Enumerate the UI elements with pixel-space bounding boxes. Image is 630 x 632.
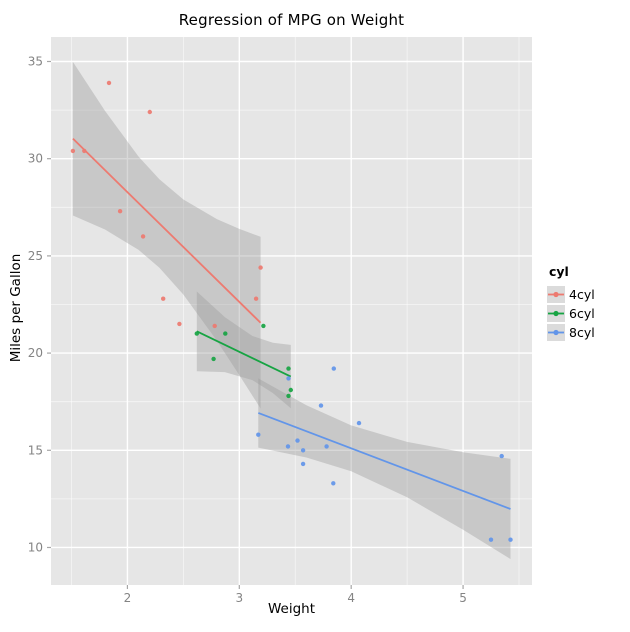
data-point-8cyl <box>295 438 300 443</box>
data-point-6cyl <box>286 366 291 371</box>
legend-entry-label: 4cyl <box>569 287 595 302</box>
confidence-band-4cyl <box>72 61 261 409</box>
data-point-6cyl <box>223 331 228 336</box>
legend-entry-label: 6cyl <box>569 306 595 321</box>
data-point-8cyl <box>300 461 306 467</box>
confidence-band-6cyl <box>196 291 291 409</box>
data-point-8cyl <box>324 444 329 449</box>
data-point-8cyl <box>356 420 362 426</box>
data-point-8cyl <box>508 537 513 542</box>
data-point-6cyl <box>194 331 199 336</box>
legend-key-icon-6cyl <box>547 305 565 322</box>
data-point-4cyl <box>258 265 263 270</box>
y-tick-label: 15 <box>28 443 43 457</box>
data-point-8cyl <box>331 481 336 486</box>
data-point-8cyl <box>285 444 291 449</box>
data-point-8cyl <box>488 537 494 542</box>
data-point-4cyl <box>253 296 259 301</box>
legend-entry-4cyl: 4cyl <box>547 286 627 303</box>
legend-key-icon-8cyl <box>547 324 565 341</box>
legend-entry-label: 8cyl <box>569 325 595 340</box>
x-axis-title: Weight <box>267 601 316 617</box>
legend-key-icon-4cyl <box>547 286 565 303</box>
data-point-8cyl <box>300 448 306 453</box>
data-point-6cyl <box>261 323 266 329</box>
regression-line-8cyl <box>258 412 511 510</box>
data-point-4cyl <box>147 109 152 115</box>
chart-title: Regression of MPG on Weight <box>178 11 405 29</box>
data-point-4cyl <box>106 80 112 86</box>
legend-entry-8cyl: 8cyl <box>547 324 627 341</box>
data-point-8cyl <box>286 376 291 381</box>
x-tick-label: 4 <box>347 591 355 605</box>
x-tick-label: 2 <box>124 591 132 605</box>
x-tick-label: 3 <box>235 591 243 605</box>
x-tick-label: 5 <box>459 591 467 605</box>
data-point-4cyl <box>117 209 123 214</box>
y-tick-label: 25 <box>28 249 43 263</box>
regression-line-6cyl <box>196 330 292 378</box>
y-tick-label: 35 <box>28 54 43 68</box>
data-point-4cyl <box>82 148 87 154</box>
data-point-8cyl <box>499 453 504 459</box>
y-axis-title: Miles per Gallon <box>8 253 24 363</box>
data-point-4cyl <box>177 321 182 327</box>
data-point-6cyl <box>211 356 216 362</box>
data-point-4cyl <box>70 148 76 154</box>
data-point-8cyl <box>331 366 336 371</box>
data-point-6cyl <box>286 393 291 399</box>
regression-line-4cyl <box>72 138 262 324</box>
data-point-6cyl <box>288 387 293 393</box>
data-point-8cyl <box>318 403 324 408</box>
legend-title: cyl <box>549 264 569 279</box>
data-point-4cyl <box>161 296 166 301</box>
legend-entry-6cyl: 6cyl <box>547 305 627 322</box>
legend: cyl 4cyl 6cyl 8cyl <box>547 264 627 343</box>
data-point-8cyl <box>256 432 261 437</box>
confidence-band-8cyl <box>258 378 511 560</box>
y-tick-label: 10 <box>28 540 43 554</box>
y-tick-label: 20 <box>28 346 43 360</box>
plot-panel <box>51 37 532 585</box>
data-point-4cyl <box>140 234 146 239</box>
data-point-4cyl <box>212 323 217 329</box>
y-tick-label: 30 <box>28 152 43 166</box>
